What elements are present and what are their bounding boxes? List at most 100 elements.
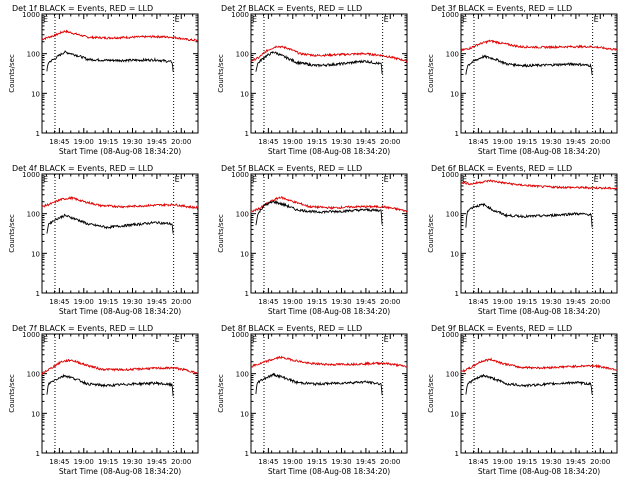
detector-panel-2: Det 2f BLACK = Events, RED = LLD 1 10 100 10… xyxy=(217,4,408,156)
y-tick-label: 100 xyxy=(236,211,249,219)
x-tick-label: 18:45 xyxy=(49,138,69,146)
x-tick-label: 19:45 xyxy=(566,458,586,466)
panel-title: Det 3f BLACK = Events, RED = LLD xyxy=(431,4,572,13)
panel-title: Det 7f BLACK = Events, RED = LLD xyxy=(12,324,153,333)
x-tick-label: 19:15 xyxy=(517,138,537,146)
y-tick-label: 1000 xyxy=(231,11,249,19)
x-axis-title: Start Time (08-Aug-08 18:34:20) xyxy=(268,147,390,156)
y-tick-label: 1 xyxy=(36,450,40,458)
x-tick-label: 19:15 xyxy=(307,298,327,306)
y-tick-label: 100 xyxy=(236,371,249,379)
plot-frame xyxy=(460,13,618,134)
x-tick-label: 19:45 xyxy=(147,138,167,146)
x-tick-label: 19:00 xyxy=(493,298,513,306)
y-tick-label: 1000 xyxy=(441,171,459,179)
x-tick-label: 19:30 xyxy=(541,458,561,466)
x-tick-label: 19:15 xyxy=(307,138,327,146)
x-tick-label: 19:30 xyxy=(122,458,142,466)
x-axis-title: Start Time (08-Aug-08 18:34:20) xyxy=(268,467,390,476)
marker-label: E xyxy=(175,335,180,344)
detector-panel-1: Det 1f BLACK = Events, RED = LLD 1 10 100 10… xyxy=(8,4,199,156)
marker-label: E xyxy=(384,335,389,344)
x-tick-label: 19:00 xyxy=(283,138,303,146)
x-tick-label: 19:30 xyxy=(541,138,561,146)
lld-series-line xyxy=(250,355,408,368)
detector-panel-5: Det 5f BLACK = Events, RED = LLD 1 10 100 10… xyxy=(217,164,408,316)
x-tick-label: 19:15 xyxy=(517,298,537,306)
plot-frame xyxy=(250,173,408,294)
y-tick-label: 1 xyxy=(36,290,40,298)
y-tick-label: 1 xyxy=(455,290,459,298)
x-tick-label: 20:00 xyxy=(590,458,610,466)
y-tick-label: 10 xyxy=(31,410,40,418)
x-axis-title: Start Time (08-Aug-08 18:34:20) xyxy=(59,147,181,156)
x-tick-label: 19:45 xyxy=(356,298,376,306)
detector-panel-4: Det 4f BLACK = Events, RED = LLD 1 10 100 10… xyxy=(8,164,199,316)
y-tick-label: 1 xyxy=(455,450,459,458)
x-tick-label: 19:00 xyxy=(283,458,303,466)
x-axis-title: Start Time (08-Aug-08 18:34:20) xyxy=(268,307,390,316)
y-tick-label: 1000 xyxy=(441,331,459,339)
x-tick-label: 18:45 xyxy=(49,458,69,466)
y-axis-title: Counts/sec xyxy=(427,374,435,413)
marker-label: E xyxy=(252,15,257,24)
y-tick-label: 1 xyxy=(245,130,249,138)
x-tick-label: 19:15 xyxy=(517,458,537,466)
x-tick-label: 18:45 xyxy=(258,458,278,466)
y-axis-title: Counts/sec xyxy=(8,214,16,253)
x-tick-label: 19:30 xyxy=(541,298,561,306)
x-tick-label: 18:45 xyxy=(258,138,278,146)
x-tick-label: 19:00 xyxy=(74,138,94,146)
y-tick-label: 10 xyxy=(240,250,249,258)
x-tick-label: 19:45 xyxy=(147,298,167,306)
y-tick-label: 100 xyxy=(27,211,40,219)
marker-label: E xyxy=(462,335,467,344)
y-axis-title: Counts/sec xyxy=(217,214,225,253)
y-tick-label: 1000 xyxy=(22,11,40,19)
marker-label: E xyxy=(175,175,180,184)
y-tick-label: 10 xyxy=(240,410,249,418)
y-tick-label: 1 xyxy=(245,290,249,298)
marker-label: E xyxy=(43,335,48,344)
panel-title: Det 4f BLACK = Events, RED = LLD xyxy=(12,164,153,173)
x-tick-label: 19:15 xyxy=(98,298,118,306)
x-tick-label: 20:00 xyxy=(171,138,191,146)
y-tick-label: 10 xyxy=(450,90,459,98)
y-tick-label: 1000 xyxy=(231,171,249,179)
x-tick-label: 20:00 xyxy=(380,458,400,466)
y-tick-label: 100 xyxy=(27,51,40,59)
panel-title: Det 2f BLACK = Events, RED = LLD xyxy=(221,4,362,13)
panel-title: Det 1f BLACK = Events, RED = LLD xyxy=(12,4,153,13)
plot-frame xyxy=(41,333,199,454)
detector-panel-7: Det 7f BLACK = Events, RED = LLD 1 10 100 10… xyxy=(8,324,199,476)
x-tick-label: 18:45 xyxy=(258,298,278,306)
x-tick-label: 19:15 xyxy=(307,458,327,466)
plot-frame xyxy=(250,333,408,454)
marker-label: E xyxy=(462,175,467,184)
plot-frame xyxy=(460,173,618,294)
y-tick-label: 10 xyxy=(450,410,459,418)
events-series-line xyxy=(255,372,383,396)
marker-label: E xyxy=(252,175,257,184)
y-tick-label: 10 xyxy=(31,90,40,98)
x-tick-label: 20:00 xyxy=(590,298,610,306)
marker-label: E xyxy=(384,175,389,184)
x-tick-label: 19:00 xyxy=(283,298,303,306)
x-axis-title: Start Time (08-Aug-08 18:34:20) xyxy=(478,307,600,316)
y-tick-label: 100 xyxy=(446,211,459,219)
x-axis-title: Start Time (08-Aug-08 18:34:20) xyxy=(478,467,600,476)
lld-series-line xyxy=(41,358,198,376)
events-series-line xyxy=(46,213,174,234)
x-tick-label: 19:00 xyxy=(493,138,513,146)
marker-label: E xyxy=(594,175,599,184)
x-tick-label: 20:00 xyxy=(380,138,400,146)
lld-series-line xyxy=(460,179,618,190)
y-axis-title: Counts/sec xyxy=(427,214,435,253)
y-tick-label: 1000 xyxy=(22,331,40,339)
events-series-line xyxy=(465,373,593,395)
y-tick-label: 1000 xyxy=(231,331,249,339)
events-series-line xyxy=(465,54,593,75)
y-axis-title: Counts/sec xyxy=(427,54,435,93)
panel-title: Det 5f BLACK = Events, RED = LLD xyxy=(221,164,362,173)
events-series-line xyxy=(255,50,383,75)
